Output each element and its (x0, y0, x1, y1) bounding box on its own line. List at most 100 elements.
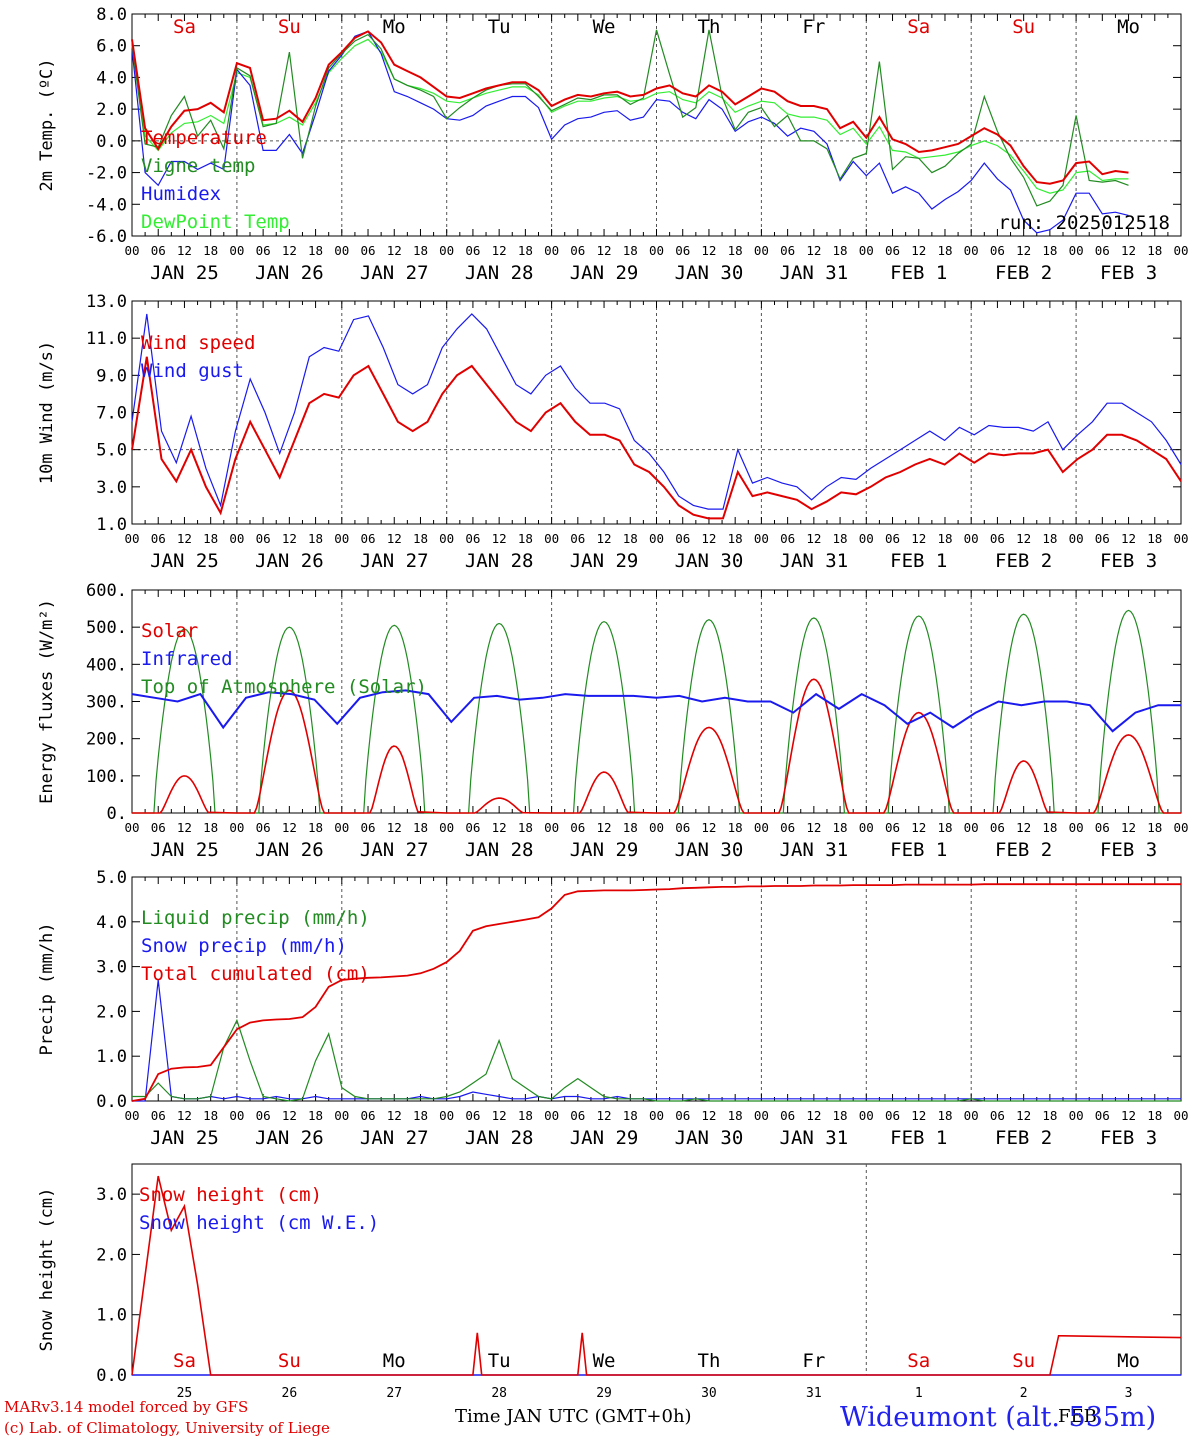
hour-tick-label: 12 (1016, 243, 1031, 258)
hour-tick-label: 12 (1121, 820, 1136, 835)
hour-tick-label: 00 (124, 820, 139, 835)
hour-tick-label: 12 (1121, 243, 1136, 258)
hour-tick-label: 00 (1173, 531, 1188, 546)
hour-tick-label: 18 (518, 531, 533, 546)
hour-tick-label: 18 (1042, 1108, 1057, 1123)
hour-tick-label: 00 (859, 243, 874, 258)
hour-tick-label: 18 (308, 820, 323, 835)
hour-tick-label: 18 (623, 243, 638, 258)
hour-tick-label: 12 (177, 243, 192, 258)
hour-tick-label: 00 (439, 820, 454, 835)
hour-tick-label: 12 (492, 531, 507, 546)
series-line-liquid-precip-mm-h- (132, 1018, 1181, 1102)
hour-tick-label: 18 (937, 1108, 952, 1123)
hour-tick-label: 00 (334, 531, 349, 546)
y-tick-label: 0. (107, 804, 127, 824)
hour-tick-label: 06 (570, 243, 585, 258)
hour-tick-label: 06 (885, 243, 900, 258)
hour-tick-label: 12 (1121, 531, 1136, 546)
hour-tick-label: 00 (439, 243, 454, 258)
y-tick-label: 600. (86, 581, 127, 601)
y-tick-label: 300. (86, 693, 127, 713)
y-tick-label: 4.0 (96, 68, 127, 88)
y-tick-label: 1.0 (96, 1047, 127, 1067)
panel-2: 1.0 3.0 5.0 7.0 9.0 11.0 13.0 10m Wind (m/s) 00 0… (37, 292, 1189, 572)
day-number-label: 25 (177, 1386, 193, 1401)
hour-tick-label: 18 (833, 1108, 848, 1123)
y-tick-label: 3.0 (96, 958, 127, 978)
y-tick-label: 0.0 (96, 1366, 127, 1386)
weekday-label: Tu (488, 16, 511, 38)
hour-tick-label: 06 (1095, 820, 1110, 835)
feb-label: FEB (1058, 1406, 1097, 1427)
hour-tick-label: 00 (649, 1108, 664, 1123)
panel-5: 0.0 1.0 2.0 3.0 Snow height (cm) Sa 25 Su 26 Mo 27… (37, 1163, 1182, 1401)
date-label: JAN 28 (465, 839, 534, 861)
time-axis-title: Time JAN UTC (GMT+0h) (455, 1408, 692, 1426)
hour-tick-label: 12 (387, 1108, 402, 1123)
day-number-label: 29 (596, 1386, 612, 1401)
run-label: run: 2025012518 (998, 212, 1170, 234)
hour-tick-label: 12 (806, 531, 821, 546)
model-credit: MARv3.14 model forced by GFS (4, 1398, 249, 1416)
hour-tick-label: 00 (544, 820, 559, 835)
legend-entry: Total cumulated (cm) (141, 963, 370, 985)
hour-tick-label: 18 (623, 531, 638, 546)
date-label: JAN 31 (780, 1127, 849, 1149)
weekday-label: Tu (488, 1350, 511, 1372)
y-tick-label: 5.0 (96, 868, 127, 888)
weekday-label: Su (1012, 1350, 1035, 1372)
weekday-label: Mo (383, 16, 406, 38)
y-tick-label: 200. (86, 730, 127, 750)
y-tick-label: 400. (86, 655, 127, 675)
weekday-label: Th (698, 1350, 721, 1372)
y-tick-label: 2.0 (96, 1002, 127, 1022)
hour-tick-label: 12 (387, 820, 402, 835)
date-label: JAN 30 (675, 262, 744, 284)
panel-3: 0. 100. 200. 300. 400. 500. 600. Energy fluxes … (37, 581, 1189, 861)
hour-tick-label: 06 (360, 531, 375, 546)
hour-tick-label: 06 (151, 1108, 166, 1123)
weekday-label: Su (278, 16, 301, 38)
weekday-label: We (593, 16, 616, 38)
weekday-label: Fr (802, 16, 825, 38)
hour-tick-label: 00 (229, 243, 244, 258)
date-label: JAN 27 (360, 839, 429, 861)
weekday-label: Su (1012, 16, 1035, 38)
hour-tick-label: 00 (544, 1108, 559, 1123)
hour-tick-label: 18 (413, 1108, 428, 1123)
date-label: FEB 2 (995, 1127, 1052, 1149)
y-tick-label: 2.0 (96, 100, 127, 120)
hour-tick-label: 00 (229, 531, 244, 546)
hour-tick-label: 18 (728, 820, 743, 835)
series-line-temperature (131, 30, 1129, 185)
date-label: JAN 29 (570, 550, 639, 572)
hour-tick-label: 06 (780, 243, 795, 258)
date-label: JAN 25 (150, 1127, 219, 1149)
hour-tick-label: 18 (308, 1108, 323, 1123)
hour-tick-label: 18 (308, 243, 323, 258)
hour-tick-label: 18 (623, 820, 638, 835)
hour-tick-label: 00 (1069, 243, 1084, 258)
hour-tick-label: 06 (256, 1108, 271, 1123)
legend-entry: Wind gust (141, 360, 244, 382)
hour-tick-label: 18 (623, 1108, 638, 1123)
series-line-wind-speed (131, 356, 1182, 520)
hour-tick-label: 06 (1095, 1108, 1110, 1123)
legend-entry: Top of Atmosphere (Solar) (141, 676, 427, 698)
hour-tick-label: 06 (151, 820, 166, 835)
hour-tick-label: 06 (360, 1108, 375, 1123)
hour-tick-label: 12 (701, 243, 716, 258)
hour-tick-label: 12 (282, 1108, 297, 1123)
date-label: JAN 26 (255, 262, 324, 284)
series-line-snow-height-cm- (131, 1175, 1182, 1376)
hour-tick-label: 18 (1042, 820, 1057, 835)
plot-frame (131, 589, 1182, 814)
hour-tick-label: 00 (544, 531, 559, 546)
hour-tick-label: 12 (492, 243, 507, 258)
legend-entry: Liquid precip (mm/h) (141, 907, 370, 929)
panel-1: -6.0 -4.0 -2.0 0.0 2.0 4.0 6.0 8.0 2m Temp. (ºC)… (37, 5, 1189, 284)
hour-tick-label: 06 (885, 1108, 900, 1123)
date-label: JAN 26 (255, 1127, 324, 1149)
